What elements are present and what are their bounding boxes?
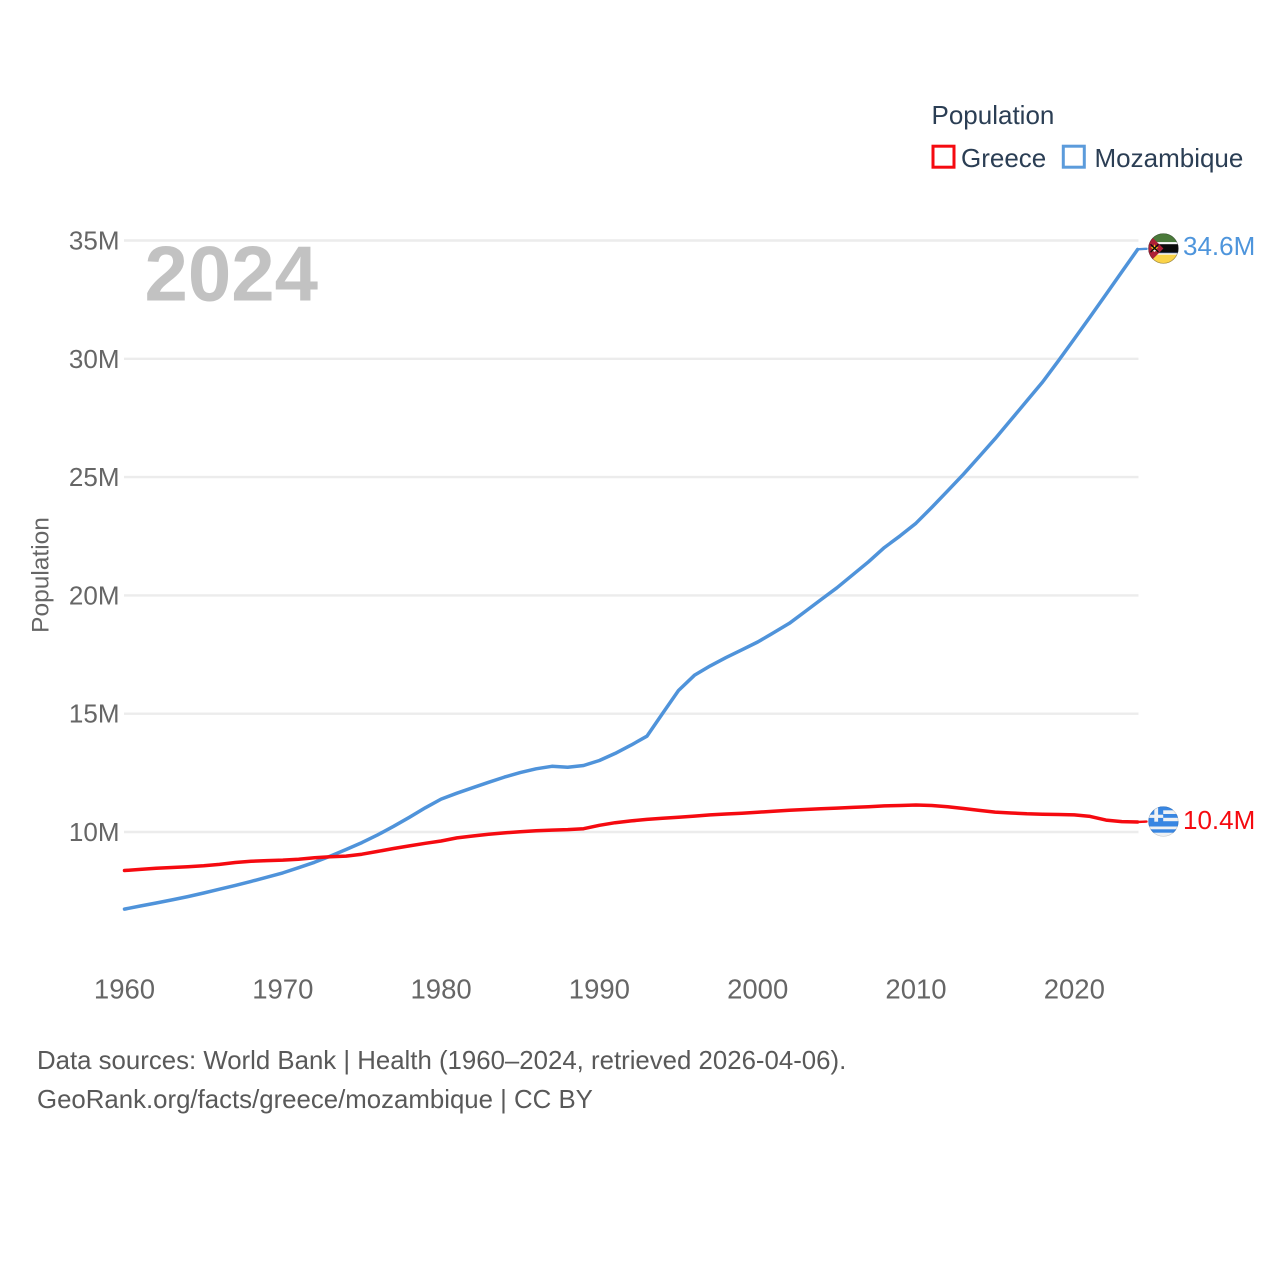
svg-text:Population: Population — [28, 517, 55, 633]
svg-text:2020: 2020 — [1044, 973, 1105, 1004]
svg-text:2000: 2000 — [727, 973, 788, 1004]
svg-text:1990: 1990 — [569, 973, 630, 1004]
svg-text:10.4M: 10.4M — [1183, 805, 1255, 835]
svg-text:Population: Population — [932, 100, 1055, 130]
svg-text:1960: 1960 — [94, 973, 155, 1004]
svg-text:2010: 2010 — [885, 973, 946, 1004]
svg-text:20M: 20M — [69, 580, 120, 610]
svg-text:15M: 15M — [69, 699, 120, 729]
svg-text:Mozambique: Mozambique — [1095, 143, 1244, 173]
svg-text:10M: 10M — [69, 817, 120, 847]
svg-text:30M: 30M — [69, 344, 120, 374]
svg-text:25M: 25M — [69, 462, 120, 492]
svg-text:1980: 1980 — [411, 973, 472, 1004]
svg-text:35M: 35M — [69, 226, 120, 256]
svg-text:2024: 2024 — [145, 230, 319, 318]
svg-text:34.6M: 34.6M — [1183, 231, 1255, 261]
svg-text:Greece: Greece — [961, 143, 1046, 173]
svg-text:1970: 1970 — [252, 973, 313, 1004]
svg-text:GeoRank.org/facts/greece/mozam: GeoRank.org/facts/greece/mozambique | CC… — [37, 1086, 593, 1114]
svg-text:Data sources: World Bank | Hea: Data sources: World Bank | Health (1960–… — [37, 1047, 846, 1075]
